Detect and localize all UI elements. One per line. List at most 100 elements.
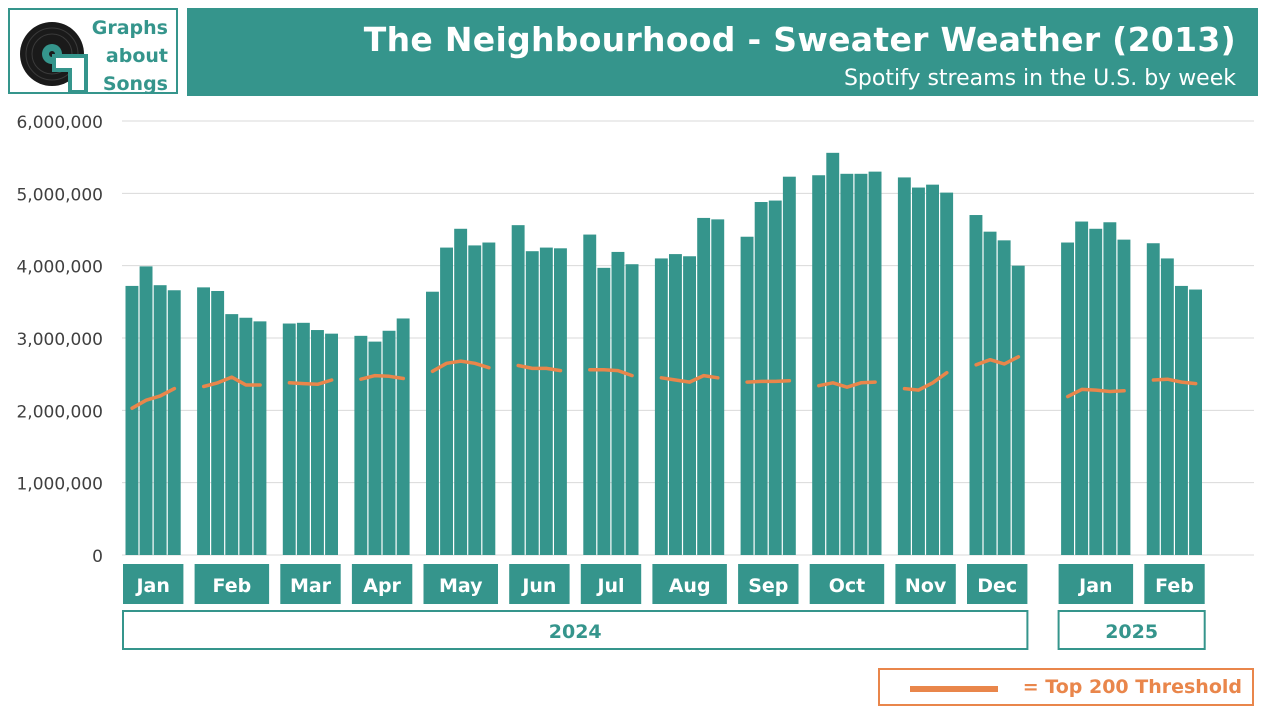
month-label: Apr: [363, 575, 401, 597]
y-tick-label: 5,000,000: [16, 185, 103, 205]
threshold-line: [745, 378, 792, 384]
month-label-box: [509, 564, 570, 604]
threshold-line: [817, 380, 877, 389]
bar: [139, 266, 153, 555]
bar: [354, 335, 368, 555]
month-label-box: [652, 564, 727, 604]
month-label-box: [1144, 564, 1205, 604]
y-tick-label: 3,000,000: [16, 330, 103, 350]
month-label-box: [895, 564, 956, 604]
month-label: Jan: [134, 575, 169, 597]
threshold-line: [287, 378, 334, 387]
bar: [669, 254, 682, 556]
bar: [282, 323, 296, 555]
threshold-line: [130, 386, 177, 410]
year-label: 2024: [549, 621, 602, 643]
y-tick-label: 2,000,000: [16, 402, 103, 422]
bar: [225, 314, 239, 555]
bar: [468, 245, 482, 555]
month-label-box: [423, 564, 498, 604]
legend: = Top 200 Threshold: [878, 668, 1254, 706]
bar: [583, 234, 597, 555]
bar: [125, 285, 139, 555]
legend-threshold-label: = Top 200 Threshold: [1022, 676, 1242, 698]
month-label: Feb: [212, 575, 251, 597]
bar: [697, 217, 711, 555]
bar: [311, 330, 324, 555]
bar: [611, 251, 625, 555]
bar: [654, 258, 668, 555]
bar: [683, 256, 696, 555]
bar: [1175, 285, 1188, 555]
bar: [554, 248, 567, 555]
month-label: Nov: [905, 575, 947, 597]
threshold-line: [588, 368, 634, 378]
logo-line: about: [105, 45, 168, 67]
bar: [1160, 258, 1174, 555]
month-label-box: [280, 564, 341, 604]
logo-line: Songs: [102, 73, 168, 95]
year-label-box: [1057, 610, 1206, 650]
bar: [1089, 228, 1103, 555]
month-label: May: [439, 575, 483, 597]
bar: [597, 267, 611, 555]
bar: [969, 215, 983, 556]
title-banner: The Neighbourhood - Sweater Weather (201…: [187, 8, 1258, 96]
threshold-line: [516, 363, 563, 373]
month-label: Feb: [1155, 575, 1194, 597]
bar: [440, 247, 453, 556]
month-label: Jul: [595, 575, 624, 597]
bar: [426, 291, 439, 555]
y-tick-label: 1,000,000: [16, 475, 103, 495]
bar: [897, 177, 911, 556]
logo-text: Graphs about Songs: [92, 14, 168, 98]
bar: [296, 322, 310, 555]
bar: [239, 317, 253, 555]
logo-line: Graphs: [91, 17, 168, 39]
bar: [382, 330, 396, 555]
threshold-line: [659, 373, 720, 384]
bar: [454, 228, 468, 555]
bar: [926, 184, 939, 556]
month-label: Aug: [669, 575, 711, 597]
bar: [211, 290, 225, 555]
bar: [1011, 265, 1025, 555]
y-tick-label: 6,000,000: [16, 113, 103, 133]
bar: [854, 173, 868, 555]
month-label-box: [580, 564, 642, 604]
threshold-line: [1151, 377, 1198, 386]
bar: [1061, 242, 1074, 555]
threshold-line: [902, 370, 949, 392]
month-label: Jun: [520, 575, 556, 597]
bar: [812, 175, 826, 555]
month-label-box: [1058, 564, 1134, 604]
bar: [840, 173, 854, 555]
threshold-line: [201, 375, 262, 389]
bar: [740, 236, 754, 555]
bar: [525, 251, 539, 555]
year-label: 2025: [1105, 621, 1158, 643]
year-label-box: [122, 610, 1029, 650]
month-label: Mar: [290, 575, 332, 597]
threshold-line: [1065, 387, 1126, 399]
threshold-line: [974, 355, 1021, 367]
bar: [754, 202, 768, 555]
bar: [167, 290, 181, 555]
bar: [368, 341, 382, 555]
month-label-box: [738, 564, 799, 604]
bar: [983, 231, 997, 556]
month-label-box: [351, 564, 413, 604]
bar: [768, 200, 782, 556]
month-label: Dec: [977, 575, 1017, 597]
legend-threshold-swatch: [910, 686, 998, 692]
bar: [1103, 222, 1117, 555]
vinyl-record-icon: [20, 22, 88, 94]
bar: [197, 287, 210, 555]
bar: [868, 171, 882, 555]
bar: [997, 240, 1011, 555]
bar: [711, 219, 725, 555]
bar: [482, 242, 496, 555]
chart-subtitle: Spotify streams in the U.S. by week: [843, 66, 1236, 91]
bar: [1146, 243, 1160, 555]
